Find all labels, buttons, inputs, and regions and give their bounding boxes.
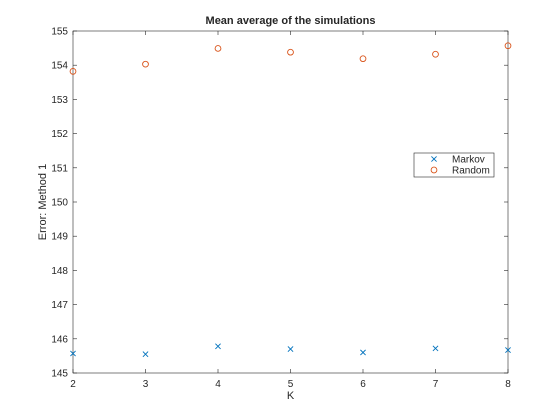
data-points xyxy=(69,42,512,358)
random-point xyxy=(287,48,294,56)
y-tick-label: 148 xyxy=(51,266,68,277)
legend-label: Markov xyxy=(452,155,485,166)
random-point xyxy=(69,68,77,75)
y-tick-label: 153 xyxy=(51,95,68,106)
markov-point-stroke xyxy=(360,349,366,356)
markov-point-stroke xyxy=(432,345,439,352)
x-tick-label: 8 xyxy=(505,379,511,390)
random-point xyxy=(432,50,439,58)
y-tick-label: 152 xyxy=(51,129,68,140)
legend-box xyxy=(413,152,495,178)
x-axis-label: K xyxy=(287,390,295,402)
y-tick-label: 145 xyxy=(51,369,68,380)
y-tick-label: 146 xyxy=(51,334,68,345)
markov-point xyxy=(360,349,366,356)
markov-point-stroke xyxy=(215,343,221,350)
y-tick-label: 150 xyxy=(51,198,68,209)
markov-point xyxy=(432,345,439,352)
markov-point-stroke xyxy=(142,351,149,358)
legend-markov-marker-stroke xyxy=(431,156,437,162)
x-tick-label: 4 xyxy=(215,379,221,390)
legend-markov-marker xyxy=(431,156,437,162)
random-point xyxy=(504,42,512,50)
y-tick-label: 151 xyxy=(51,163,68,174)
legend-random-marker xyxy=(430,166,438,174)
markov-point xyxy=(215,343,221,350)
markov-point-stroke xyxy=(505,347,511,354)
x-tick-label: 6 xyxy=(360,379,366,390)
legend-label: Random xyxy=(452,166,490,177)
markov-point-stroke xyxy=(70,350,76,357)
markov-point xyxy=(70,350,76,357)
markov-point xyxy=(142,351,149,358)
markov-point-stroke xyxy=(287,346,294,352)
x-tick-label: 3 xyxy=(143,379,149,390)
x-tick-label: 5 xyxy=(288,379,294,390)
random-point xyxy=(214,45,222,52)
y-axis-label: Error: Method 1 xyxy=(37,164,49,240)
y-tick-label: 154 xyxy=(51,61,68,72)
random-point xyxy=(359,55,367,63)
markov-point xyxy=(287,346,294,352)
y-tick-label: 149 xyxy=(51,232,68,243)
y-tick-label: 147 xyxy=(51,300,68,311)
chart-title: Mean average of the simulations xyxy=(206,15,376,27)
random-point xyxy=(142,60,149,68)
y-tick-label: 155 xyxy=(51,27,68,38)
x-tick-label: 7 xyxy=(433,379,439,390)
x-tick-label: 2 xyxy=(70,379,76,390)
axis-ticks: 2 3 4 5 6 7 8 145 146 147 148 149 150 151 152 153 154 155 xyxy=(51,27,511,391)
markov-point xyxy=(505,347,511,354)
plot-area xyxy=(72,30,509,374)
